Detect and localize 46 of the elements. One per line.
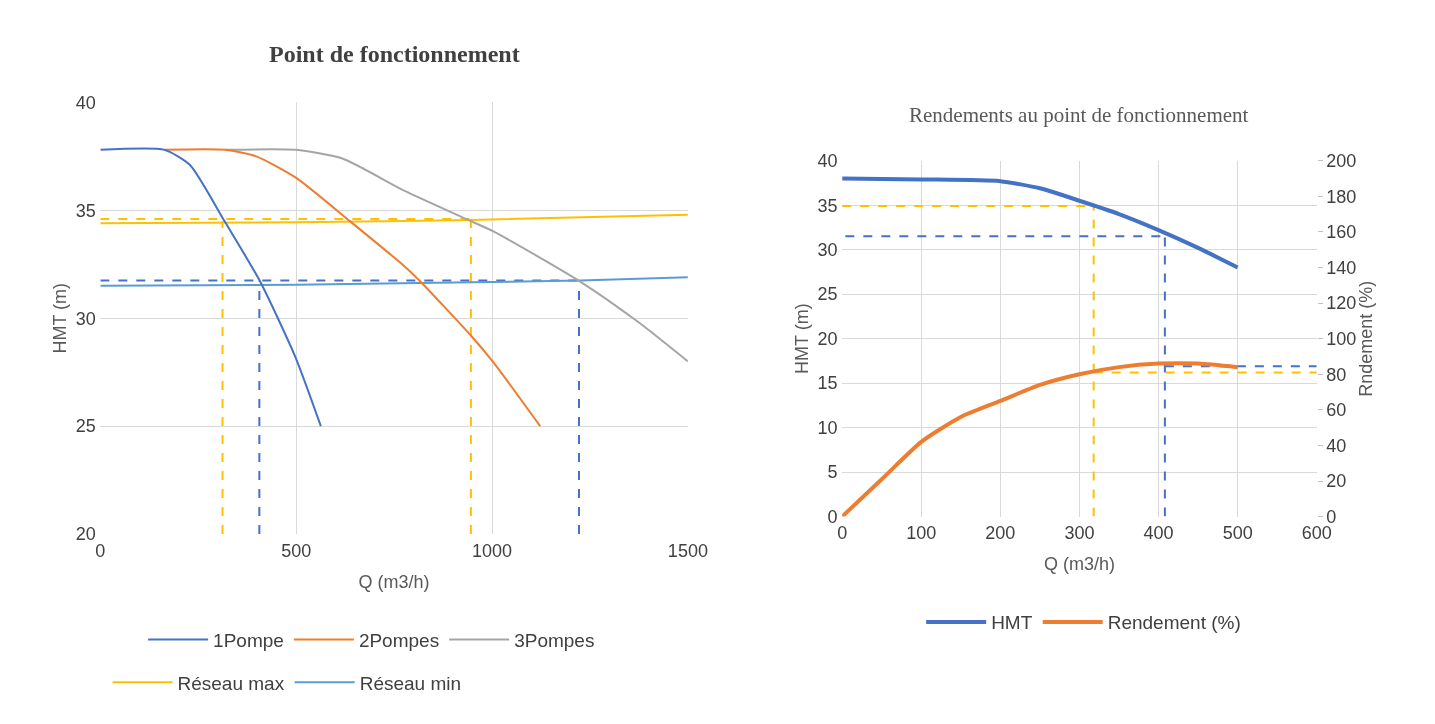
y2-tick-label: 40 (1326, 435, 1347, 456)
y-tick-label: 5 (827, 462, 838, 483)
x-tick-label: 100 (906, 523, 937, 544)
y-tick-label: 35 (817, 195, 838, 216)
y2-tick-label: 160 (1326, 222, 1357, 243)
legend-label: Réseau max (177, 672, 285, 694)
legend-label: 2Pompes (358, 629, 440, 651)
legend-label: Réseau min (359, 672, 462, 694)
x-tick-label: 200 (985, 523, 1016, 544)
y-axis-title: HMT (m) (49, 282, 70, 354)
y-tick-label: 20 (75, 524, 96, 545)
y-tick-label: 40 (75, 92, 96, 113)
x-axis-title: Q (m3/h) (1043, 554, 1115, 575)
y2-tick-label: 100 (1326, 328, 1357, 349)
y-tick-label: 10 (817, 417, 838, 438)
y-tick-label: 20 (817, 328, 838, 349)
y2-axis-title: Rndement (%) (1356, 280, 1377, 397)
y2-tick-label: 20 (1326, 471, 1347, 492)
y-tick-label: 40 (817, 151, 838, 172)
y-axis-title: HMT (m) (791, 303, 812, 374)
y-tick-label: 30 (75, 308, 96, 329)
y-tick-label: 25 (75, 416, 96, 437)
legend-label: 3Pompes (514, 629, 595, 651)
y-tick-label: 0 (827, 506, 838, 527)
x-tick-label: 1000 (472, 540, 513, 561)
x-tick-label: 500 (281, 540, 312, 561)
y2-tick-label: 180 (1326, 186, 1357, 207)
x-tick-label: 1500 (667, 540, 708, 561)
y2-tick-label: 60 (1326, 400, 1347, 421)
y2-tick-label: 200 (1326, 151, 1357, 172)
x-axis-title: Q (m3/h) (358, 571, 430, 592)
chart-title: Point de fonctionnement (269, 41, 520, 67)
y-tick-label: 30 (817, 239, 838, 260)
x-tick-label: 500 (1222, 523, 1253, 544)
y-tick-label: 15 (817, 373, 838, 394)
legend-label: 1Pompe (213, 629, 284, 651)
y2-tick-label: 140 (1326, 257, 1357, 278)
x-tick-label: 400 (1143, 523, 1174, 544)
y2-tick-label: 80 (1326, 364, 1347, 385)
legend-label: Rendement (%) (1107, 612, 1241, 634)
y-tick-label: 35 (75, 200, 96, 221)
y2-tick-label: 120 (1326, 293, 1357, 314)
legend-label: HMT (991, 612, 1033, 634)
y-tick-label: 25 (817, 284, 838, 305)
x-tick-label: 300 (1064, 523, 1095, 544)
chart-title: Rendements au point de fonctionnement (909, 103, 1249, 127)
